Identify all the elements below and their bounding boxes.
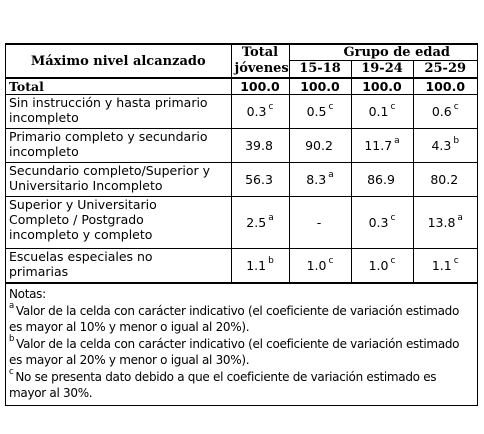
cell: 39.8 (230, 128, 290, 163)
education-table-container: Máximo nivel alcanzado Total jóvenes Gru… (5, 43, 478, 406)
row-label: Escuelas especiales no primarias (6, 248, 232, 283)
cell: 0.3 c (350, 196, 414, 249)
table-row: Superior y Universitario Completo / Post… (6, 196, 478, 249)
note-c-mark: c (9, 366, 14, 377)
note-a-text: Valor de la celda con carácter indicativ… (9, 303, 460, 335)
row-label: Sin instrucción y hasta primario incompl… (6, 94, 232, 129)
cell-value: 86.9 (367, 172, 395, 187)
cell-footnote-mark: a (268, 213, 274, 223)
note-b-mark: b (9, 333, 15, 344)
cell-value: 56.3 (245, 172, 273, 187)
note-c: c No se presenta dato debido a que el coe… (9, 366, 474, 402)
cell-footnote-mark: a (457, 213, 463, 223)
cell: 1.0 c (350, 248, 414, 283)
cell-value: - (316, 215, 322, 230)
header-age-25-29: 25-29 (412, 60, 478, 79)
total-value: 100.0 (350, 77, 414, 95)
cell: 1.1 b (230, 248, 290, 283)
cell: 13.8 a (412, 196, 478, 249)
header-age-group: Grupo de edad (288, 45, 478, 62)
cell: 56.3 (230, 162, 290, 197)
cell-footnote-mark: c (390, 213, 396, 223)
cell-value: 0.3 (246, 104, 267, 119)
cell: - (288, 196, 352, 249)
cell-footnote-mark: c (268, 102, 274, 112)
total-value: 100.0 (288, 77, 352, 95)
cell: 1.0 c (288, 248, 352, 283)
total-value: 100.0 (230, 77, 290, 95)
cell: 1.1 c (412, 248, 478, 283)
cell: 0.6 c (412, 94, 478, 129)
row-label: Primario completo y secundario incomplet… (6, 128, 232, 163)
cell-footnote-mark: c (328, 256, 334, 266)
cell-value: 0.1 (368, 104, 389, 119)
cell-value: 1.0 (306, 258, 327, 273)
note-b: b Valor de la celda con carácter indicati… (9, 333, 474, 369)
cell: 0.3 c (230, 94, 290, 129)
cell: 11.7 a (350, 128, 414, 163)
table-row: Sin instrucción y hasta primario incompl… (6, 94, 478, 129)
header-level: Máximo nivel alcanzado (6, 45, 232, 79)
cell: 8.3 a (288, 162, 352, 197)
footnotes: Notas: a Valor de la celda con carácter i… (6, 283, 477, 405)
table-row: Escuelas especiales no primarias 1.1 b 1.… (6, 248, 478, 283)
note-c-text: No se presenta dato debido a que el coef… (9, 369, 437, 401)
cell-footnote-mark: c (390, 102, 396, 112)
total-value: 100.0 (412, 77, 478, 95)
education-table: Máximo nivel alcanzado Total jóvenes Gru… (6, 45, 478, 283)
cell-footnote-mark: c (328, 102, 334, 112)
cell-value: 2.5 (246, 215, 267, 230)
total-label: Total (6, 77, 232, 95)
note-a-mark: a (9, 300, 14, 311)
table-row: Primario completo y secundario incomplet… (6, 128, 478, 163)
cell-footnote-mark: b (268, 256, 274, 266)
cell-footnote-mark: c (390, 256, 396, 266)
cell-value: 13.8 (427, 215, 456, 230)
cell-value: 80.2 (430, 172, 459, 187)
note-b-text: Valor de la celda con carácter indicativ… (9, 336, 460, 368)
table-row: Secundario completo/Superior y Universit… (6, 162, 478, 197)
cell: 0.5 c (288, 94, 352, 129)
row-label: Secundario completo/Superior y Universit… (6, 162, 232, 197)
row-label: Superior y Universitario Completo / Post… (6, 196, 232, 249)
cell-value: 1.0 (368, 258, 389, 273)
cell: 86.9 (350, 162, 414, 197)
cell-value: 4.3 (431, 138, 452, 153)
cell: 4.3 b (412, 128, 478, 163)
cell-value: 0.6 (431, 104, 452, 119)
cell-value: 11.7 (364, 138, 393, 153)
cell-value: 90.2 (305, 138, 333, 153)
header-age-19-24: 19-24 (350, 60, 414, 79)
cell: 2.5 a (230, 196, 290, 249)
notes-title: Notas: (9, 287, 46, 301)
cell-value: 8.3 (306, 172, 327, 187)
total-row: Total 100.0 100.0 100.0 100.0 (6, 77, 478, 95)
cell-value: 1.1 (246, 258, 267, 273)
cell-value: 1.1 (431, 258, 452, 273)
cell-footnote-mark: a (394, 136, 400, 146)
header-age-15-18: 15-18 (289, 60, 352, 79)
cell-footnote-mark: c (453, 256, 459, 266)
cell-footnote-mark: a (328, 170, 334, 180)
note-a: a Valor de la celda con carácter indicati… (9, 300, 474, 336)
cell-value: 39.8 (245, 138, 273, 153)
cell: 0.1 c (350, 94, 414, 129)
cell-footnote-mark: c (453, 102, 459, 112)
cell-value: 0.3 (368, 215, 389, 230)
cell: 90.2 (288, 128, 352, 163)
header-row: Máximo nivel alcanzado Total jóvenes Gru… (6, 45, 478, 79)
cell: 80.2 (412, 162, 478, 197)
header-total: Total jóvenes (230, 45, 290, 79)
cell-footnote-mark: b (453, 136, 460, 146)
cell-value: 0.5 (306, 104, 327, 119)
